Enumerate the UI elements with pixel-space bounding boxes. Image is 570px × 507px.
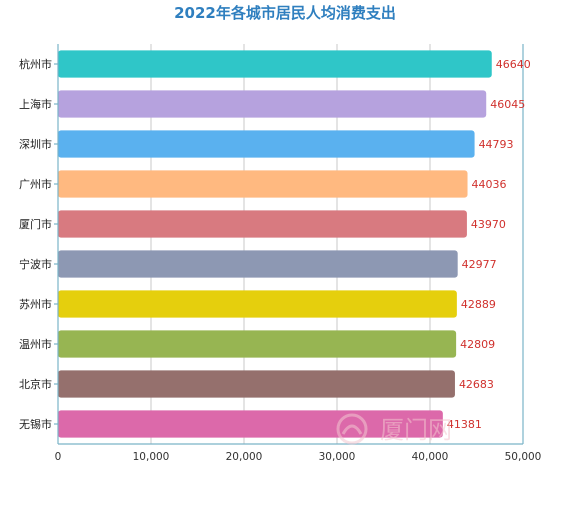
category-label: 温州市	[19, 337, 52, 351]
bar	[58, 250, 458, 278]
category-label: 广州市	[19, 177, 52, 191]
watermark-logo-icon	[336, 413, 368, 445]
x-tick-label: 30,000	[319, 451, 356, 463]
category-label: 北京市	[19, 377, 52, 391]
category-label: 苏州市	[19, 297, 52, 311]
data-label: 42683	[459, 378, 494, 391]
bar	[58, 50, 492, 78]
bar	[58, 170, 468, 198]
x-tick-label: 50,000	[505, 451, 542, 463]
category-label: 无锡市	[19, 417, 52, 431]
watermark-text: 厦门网	[380, 416, 452, 444]
chart-title: 2022年各城市居民人均消费支出	[174, 4, 396, 22]
bar	[58, 210, 467, 238]
category-label: 宁波市	[19, 257, 52, 271]
bar	[58, 90, 487, 118]
data-label: 43970	[471, 218, 506, 231]
bar	[58, 370, 455, 398]
data-label: 46640	[496, 58, 531, 71]
data-label: 44036	[472, 178, 507, 191]
x-tick-label: 0	[55, 451, 62, 463]
data-label: 42809	[460, 338, 495, 351]
watermark: 厦门网	[336, 413, 452, 445]
category-label: 杭州市	[19, 57, 52, 71]
bar	[58, 130, 475, 158]
data-label: 44793	[479, 138, 514, 151]
bars	[58, 50, 492, 438]
data-label: 46045	[490, 98, 525, 111]
watermark-logo-swoosh	[341, 424, 363, 435]
data-label: 41381	[447, 418, 482, 431]
x-tick-label: 40,000	[412, 451, 449, 463]
category-label: 厦门市	[19, 217, 52, 231]
axes	[54, 44, 524, 445]
x-tick-label: 20,000	[226, 451, 263, 463]
category-label: 深圳市	[19, 137, 52, 151]
bar	[58, 290, 457, 318]
category-label: 上海市	[19, 97, 52, 111]
labels: 0 10,000 20,000 30,000 40,000 50,000 杭州市 46640 上…	[19, 57, 541, 463]
bar	[58, 330, 457, 358]
data-label: 42889	[461, 298, 496, 311]
data-label: 42977	[462, 258, 497, 271]
x-tick-label: 10,000	[133, 451, 170, 463]
